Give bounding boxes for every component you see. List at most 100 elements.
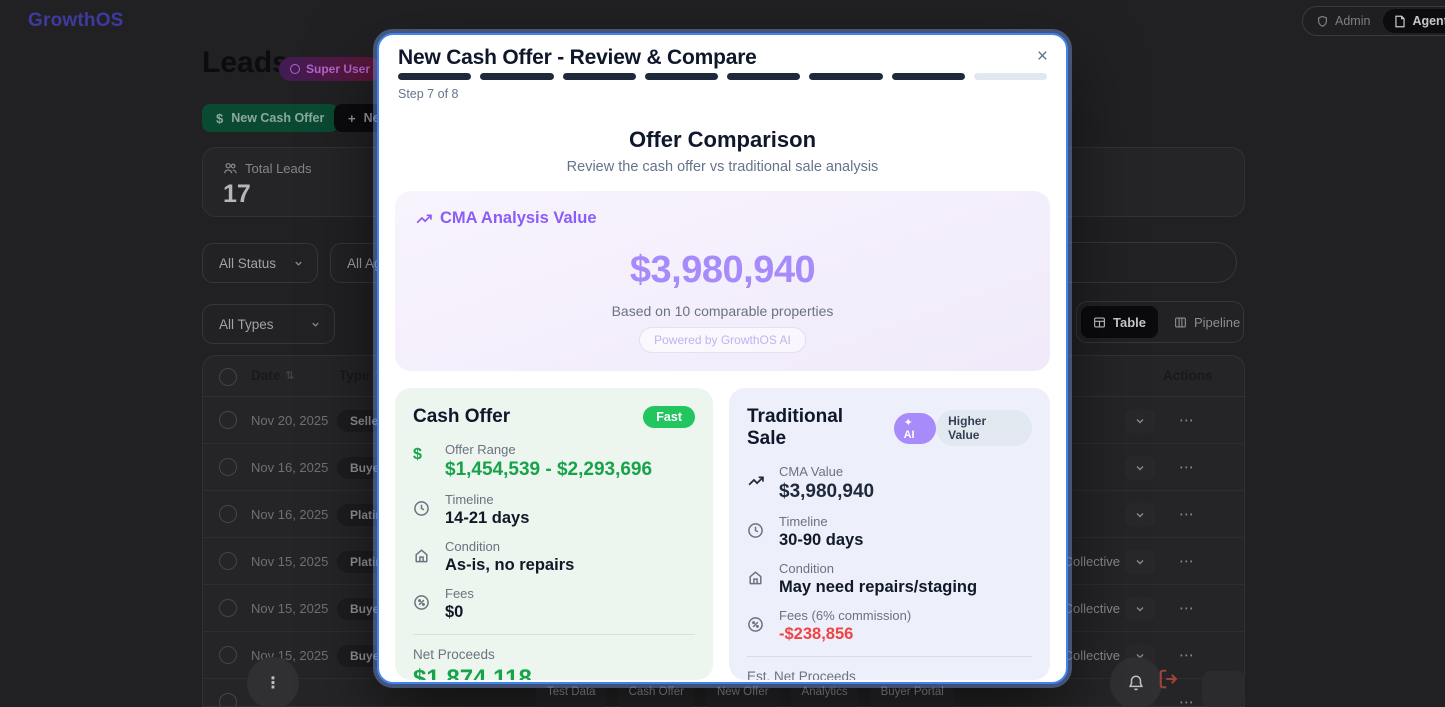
page-title: Leads xyxy=(202,46,289,79)
traditional-sale-title: Traditional Sale xyxy=(747,406,844,449)
row-menu-button[interactable]: ⋯ xyxy=(1179,600,1195,617)
row-menu-button[interactable]: ⋯ xyxy=(1179,506,1195,523)
row-date: Nov 16, 2025 xyxy=(251,460,329,475)
row-expand-button[interactable] xyxy=(1125,409,1155,433)
admin-toggle[interactable]: Admin xyxy=(1305,9,1381,33)
row-checkbox[interactable] xyxy=(219,693,237,706)
sparkle-icon: ✦ xyxy=(903,416,913,429)
row-expand-button[interactable] xyxy=(1125,597,1155,621)
types-filter[interactable]: All Types xyxy=(202,304,335,344)
progress-segment xyxy=(809,73,883,80)
cash-offer-card: Cash Offer Fast $ Offer Range $1,454,539… xyxy=(395,388,713,680)
cma-value-amount: $3,980,940 xyxy=(779,481,875,502)
row-expand-button[interactable] xyxy=(1125,550,1155,574)
column-header-actions: Actions xyxy=(1163,368,1213,383)
admin-label: Admin xyxy=(1335,14,1371,28)
row-agent: e Collective xyxy=(1052,554,1120,569)
cma-value-label: CMA Value xyxy=(779,464,844,479)
progress-bar xyxy=(398,73,1047,80)
row-checkbox[interactable] xyxy=(219,458,237,476)
close-icon[interactable]: × xyxy=(1036,46,1048,67)
vertical-dots-icon: ⋮ xyxy=(265,675,281,692)
row-date: Nov 16, 2025 xyxy=(251,507,329,522)
new-cash-offer-modal: New Cash Offer - Review & Compare × Step… xyxy=(377,33,1068,684)
row-menu-button[interactable]: ⋯ xyxy=(1179,553,1195,570)
comparison-heading: Offer Comparison xyxy=(628,127,817,152)
row-menu-button[interactable]: ⋯ xyxy=(1179,459,1195,476)
progress-segment xyxy=(727,73,801,80)
dollar-icon: $ xyxy=(216,110,224,126)
bell-icon xyxy=(1127,674,1145,692)
pipeline-view-button[interactable]: Pipeline xyxy=(1162,306,1252,338)
people-icon xyxy=(223,161,238,176)
row-checkbox[interactable] xyxy=(219,411,237,429)
condition-label: Condition xyxy=(779,561,834,576)
brand-logo[interactable]: GrowthOS xyxy=(28,10,124,31)
trending-up-icon xyxy=(415,210,432,227)
select-all-checkbox[interactable] xyxy=(219,368,237,386)
row-checkbox[interactable] xyxy=(219,599,237,617)
corner-button[interactable] xyxy=(1202,671,1245,707)
fees-value: $0 xyxy=(445,603,464,621)
progress-segment xyxy=(562,73,636,80)
status-filter[interactable]: All Status xyxy=(202,243,318,283)
fast-badge: Fast xyxy=(643,406,695,428)
row-date: Nov 15, 2025 xyxy=(251,554,329,569)
timeline-value: 14-21 days xyxy=(445,509,530,527)
step-label: Step 7 of 8 xyxy=(398,87,459,101)
logout-button[interactable] xyxy=(1158,668,1180,690)
cma-note: Based on 10 comparable properties xyxy=(611,303,834,319)
super-user-label: Super User xyxy=(306,62,371,76)
higher-value-badge: Higher Value xyxy=(936,410,1032,446)
offer-range-value: $1,454,539 - $2,293,696 xyxy=(445,459,653,480)
sort-icon[interactable]: ⇅ xyxy=(285,370,295,382)
column-header-date[interactable]: Date ⇅ xyxy=(251,368,295,383)
notifications-button[interactable] xyxy=(1110,657,1162,707)
dollar-icon: $ xyxy=(413,446,422,463)
agent-label: Agent xyxy=(1412,14,1445,28)
clock-icon xyxy=(413,492,437,528)
row-agent: e Collective xyxy=(1052,648,1120,663)
total-leads-value: 17 xyxy=(223,180,251,208)
agent-toggle[interactable]: Agent xyxy=(1383,9,1445,33)
progress-segment xyxy=(398,73,472,80)
clock-icon xyxy=(747,514,771,550)
trending-up-icon xyxy=(747,464,771,503)
row-menu-button[interactable]: ⋯ xyxy=(1179,647,1195,664)
row-agent: e Collective xyxy=(1052,601,1120,616)
new-cash-offer-button[interactable]: $ New Cash Offer xyxy=(202,104,339,132)
progress-segment xyxy=(644,73,718,80)
shield-icon xyxy=(1316,15,1329,28)
condition-value: May need repairs/staging xyxy=(779,578,978,596)
table-view-button[interactable]: Table xyxy=(1081,306,1158,338)
cma-value: $3,980,940 xyxy=(629,249,816,291)
timeline-value: 30-90 days xyxy=(779,531,864,549)
total-leads-label: Total Leads xyxy=(245,161,312,176)
row-checkbox[interactable] xyxy=(219,646,237,664)
divider xyxy=(413,634,695,635)
row-menu-button[interactable]: ⋯ xyxy=(1179,694,1195,707)
row-date: Nov 20, 2025 xyxy=(251,413,329,428)
row-checkbox[interactable] xyxy=(219,505,237,523)
row-menu-fab[interactable]: ⋮ xyxy=(247,657,299,707)
percent-icon xyxy=(413,586,437,622)
modal-title: New Cash Offer - Review & Compare xyxy=(398,46,757,69)
row-checkbox[interactable] xyxy=(219,552,237,570)
divider xyxy=(747,656,1032,657)
fees-commission-label: Fees (6% commission) xyxy=(779,608,912,623)
ai-badge: ✦ AI xyxy=(893,412,937,444)
cma-label: CMA Analysis Value xyxy=(440,209,597,227)
traditional-sale-card: Traditional Sale ✦ AI Higher Value CMA V… xyxy=(729,388,1050,680)
progress-segment xyxy=(891,73,965,80)
row-expand-button[interactable] xyxy=(1125,456,1155,480)
row-menu-button[interactable]: ⋯ xyxy=(1179,412,1195,429)
progress-segment xyxy=(973,73,1047,80)
document-icon xyxy=(1394,15,1406,28)
fees-commission-value: -$238,856 xyxy=(779,625,854,643)
home-icon xyxy=(747,561,771,597)
row-expand-button[interactable] xyxy=(1125,503,1155,527)
chevron-down-icon xyxy=(310,319,321,330)
powered-by-badge: Powered by GrowthOS AI xyxy=(639,327,806,353)
condition-value: As-is, no repairs xyxy=(445,556,575,574)
